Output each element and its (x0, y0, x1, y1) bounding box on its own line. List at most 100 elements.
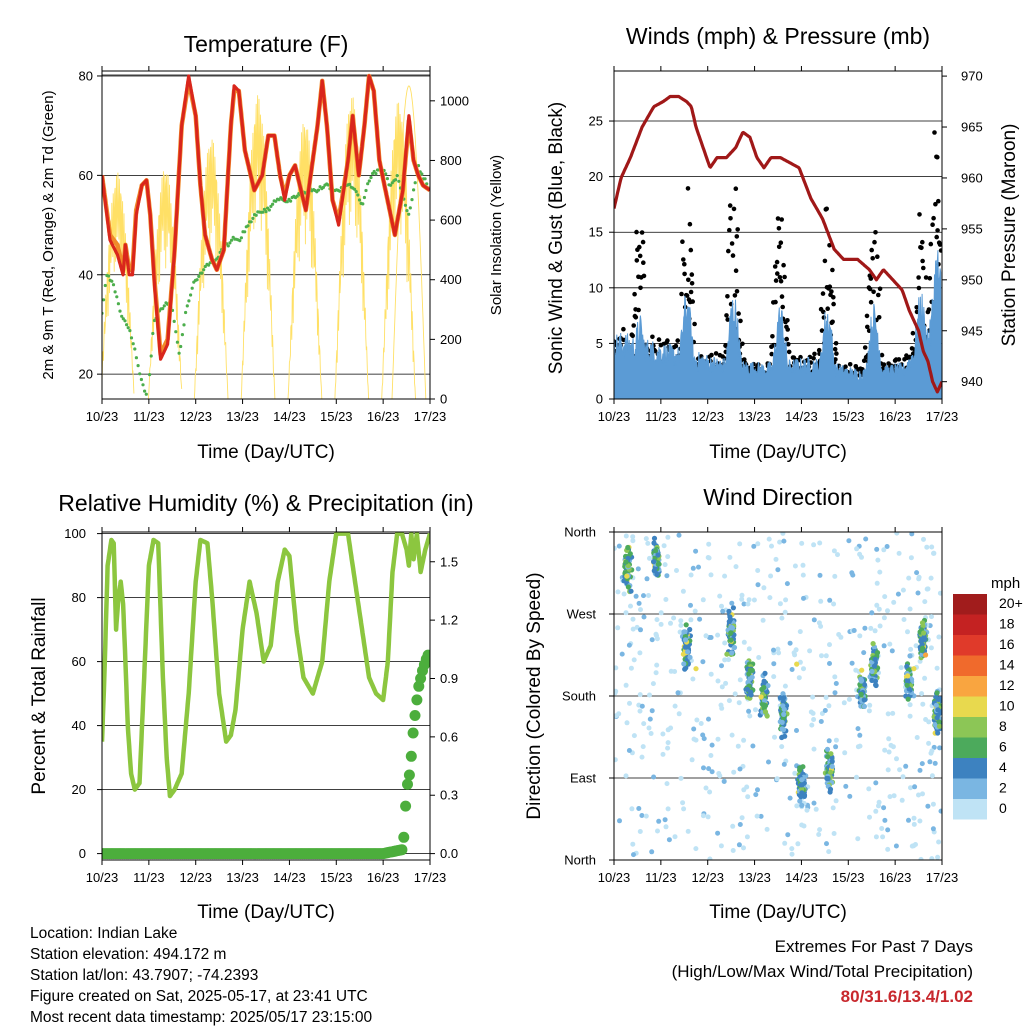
dewpoint-point (354, 190, 358, 194)
x-tick-label: 16/23 (367, 870, 400, 885)
x-tick-label: 13/23 (738, 409, 771, 424)
direction-point (898, 665, 904, 671)
dewpoint-point (185, 304, 189, 308)
direction-point (728, 637, 734, 643)
direction-point (927, 759, 933, 765)
y-tick-label-right: 0.3 (440, 788, 458, 803)
direction-point (884, 544, 890, 549)
direction-point (755, 541, 761, 547)
dewpoint-point (172, 319, 176, 323)
direction-point (755, 582, 761, 588)
direction-point (693, 846, 699, 852)
gust-point (778, 240, 784, 245)
direction-point (886, 736, 892, 742)
gust-point (872, 239, 877, 245)
direction-point (715, 632, 721, 638)
direction-point (637, 708, 643, 714)
direction-point (624, 720, 630, 726)
gust-point (637, 244, 642, 250)
direction-point (885, 846, 891, 852)
direction-point (758, 694, 764, 700)
direction-point (868, 625, 874, 631)
gust-point (727, 203, 733, 208)
x-tick-label: 13/23 (738, 870, 771, 885)
direction-point (633, 593, 639, 599)
direction-point (614, 545, 617, 551)
direction-point (723, 680, 729, 686)
direction-point (817, 540, 823, 546)
dewpoint-point (134, 356, 138, 360)
dewpoint-point (374, 172, 378, 176)
direction-point (881, 643, 887, 649)
dewpoint-point (202, 268, 206, 272)
direction-point (726, 619, 732, 625)
direction-point (616, 711, 622, 717)
direction-point (625, 584, 632, 590)
direction-point (847, 793, 853, 799)
gust-point (630, 333, 635, 339)
dewpoint-point (289, 199, 293, 203)
direction-point (749, 674, 755, 680)
direction-point (887, 641, 893, 647)
dewpoint-point (407, 212, 411, 216)
direction-point (824, 841, 829, 847)
x-tick-label: 11/23 (133, 870, 165, 885)
direction-point (903, 763, 909, 769)
direction-point (737, 822, 743, 827)
gust-point (634, 258, 640, 263)
direction-point (636, 600, 642, 606)
winds-ylabel-left: Sonic Wind & Gust (Blue, Black) (546, 102, 567, 374)
direction-point (911, 666, 917, 672)
direction-point (823, 695, 829, 700)
direction-point (780, 532, 786, 536)
y-tick-label-right: 970 (961, 69, 983, 84)
gust-point (727, 227, 732, 233)
direction-point (935, 730, 941, 736)
gust-point (687, 221, 693, 227)
dewpoint-point (405, 209, 409, 213)
y-tick-label-right: 950 (961, 272, 983, 287)
gust-point (728, 216, 733, 221)
dewpoint-point (179, 344, 183, 349)
direction-point (623, 682, 629, 688)
direction-point (678, 775, 684, 781)
direction-point (727, 554, 733, 560)
direction-point (777, 539, 783, 545)
legend-swatch (953, 635, 987, 656)
direction-point (936, 719, 942, 725)
direction-point (817, 827, 823, 833)
direction-point (660, 751, 666, 757)
direction-point (719, 603, 724, 609)
direction-point (920, 623, 926, 629)
direction-point (813, 806, 819, 812)
direction-point (653, 670, 659, 676)
direction-point (906, 575, 912, 581)
direction-point (798, 782, 805, 788)
direction-point (811, 617, 817, 623)
direction-point (916, 792, 921, 798)
gust-point (631, 323, 636, 328)
direction-point (631, 733, 637, 739)
direction-point (787, 640, 793, 646)
dewpoint-point (357, 198, 362, 202)
y-tick-label-right: 955 (961, 221, 983, 236)
direction-point (876, 606, 882, 612)
direction-ylabel-left: Direction (Colored By Speed) (524, 572, 545, 819)
temperature-frame (101, 70, 431, 400)
direction-point (906, 817, 911, 823)
gust-point (734, 289, 740, 294)
direction-point (921, 536, 926, 542)
direction-point (880, 834, 886, 840)
direction-point (718, 843, 724, 849)
direction-point (817, 572, 823, 578)
direction-point (756, 655, 762, 660)
direction-point (801, 595, 806, 601)
direction-point (920, 701, 926, 707)
direction-point (717, 773, 723, 779)
direction-point (893, 843, 899, 849)
dewpoint-point (118, 309, 122, 313)
gust-point (709, 352, 714, 358)
direction-point (737, 677, 743, 683)
direction-point (741, 601, 747, 607)
y-tick-label-right: 600 (440, 213, 462, 228)
